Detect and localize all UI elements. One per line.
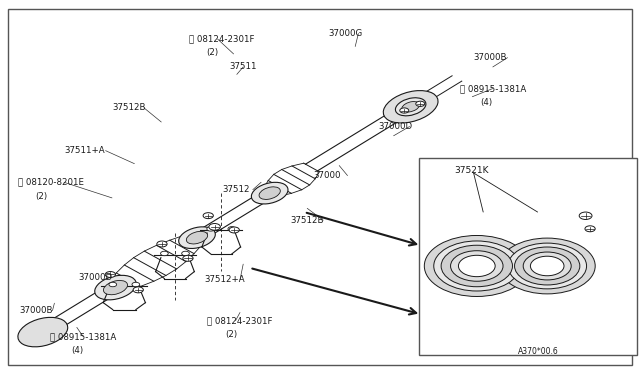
Text: Ⓑ 08124-2301F: Ⓑ 08124-2301F	[189, 35, 254, 44]
Text: 37511+A: 37511+A	[64, 146, 104, 155]
Circle shape	[458, 255, 495, 277]
Ellipse shape	[402, 102, 420, 112]
Ellipse shape	[396, 98, 426, 116]
Circle shape	[451, 251, 503, 281]
Text: 37511: 37511	[229, 62, 257, 71]
Circle shape	[109, 282, 116, 287]
Ellipse shape	[104, 280, 127, 295]
Circle shape	[133, 287, 143, 293]
Ellipse shape	[259, 187, 280, 199]
Circle shape	[157, 241, 167, 247]
Circle shape	[499, 238, 595, 294]
Ellipse shape	[252, 182, 288, 204]
Text: 37000: 37000	[314, 171, 341, 180]
Text: Ⓑ 08120-8201E: Ⓑ 08120-8201E	[18, 178, 84, 187]
Text: Ⓟ 08915-1381A: Ⓟ 08915-1381A	[50, 332, 116, 341]
Text: 37000D: 37000D	[379, 122, 413, 131]
Circle shape	[434, 241, 520, 291]
Circle shape	[400, 108, 409, 113]
Text: (2): (2)	[206, 48, 218, 57]
Text: (2): (2)	[225, 330, 237, 339]
Circle shape	[424, 235, 529, 296]
Ellipse shape	[383, 91, 438, 123]
Circle shape	[441, 245, 513, 287]
Text: 37000D: 37000D	[78, 273, 112, 282]
Text: (4): (4)	[72, 346, 84, 355]
Circle shape	[531, 256, 564, 276]
Circle shape	[416, 101, 425, 106]
Text: A370*00.6: A370*00.6	[518, 347, 559, 356]
Ellipse shape	[179, 227, 215, 248]
Circle shape	[161, 251, 168, 256]
Circle shape	[182, 251, 189, 256]
Text: 37000B: 37000B	[19, 306, 52, 315]
Bar	[419, 158, 637, 355]
Text: 37521K: 37521K	[454, 166, 489, 175]
Text: (2): (2)	[35, 192, 47, 201]
Circle shape	[183, 255, 193, 261]
Circle shape	[585, 226, 595, 232]
Text: 37512+A: 37512+A	[205, 275, 245, 284]
Circle shape	[515, 247, 580, 285]
Text: 37512B: 37512B	[112, 103, 145, 112]
Text: Ⓟ 08915-1381A: Ⓟ 08915-1381A	[460, 84, 526, 93]
Circle shape	[209, 224, 220, 230]
Circle shape	[132, 282, 140, 287]
Text: 37512: 37512	[223, 185, 250, 194]
Circle shape	[508, 243, 587, 289]
Text: Ⓑ 08124-2301F: Ⓑ 08124-2301F	[207, 316, 272, 325]
Text: (4): (4)	[480, 98, 492, 107]
Circle shape	[229, 227, 239, 233]
Circle shape	[579, 212, 592, 219]
Circle shape	[203, 213, 213, 219]
Text: 37000G: 37000G	[328, 29, 363, 38]
Circle shape	[105, 272, 115, 278]
Text: 37512B: 37512B	[290, 216, 323, 225]
Circle shape	[524, 252, 572, 280]
Text: 37000B: 37000B	[474, 53, 507, 62]
Ellipse shape	[18, 317, 68, 347]
Circle shape	[228, 227, 236, 231]
Circle shape	[207, 227, 214, 231]
Ellipse shape	[95, 275, 136, 300]
Ellipse shape	[186, 231, 207, 244]
